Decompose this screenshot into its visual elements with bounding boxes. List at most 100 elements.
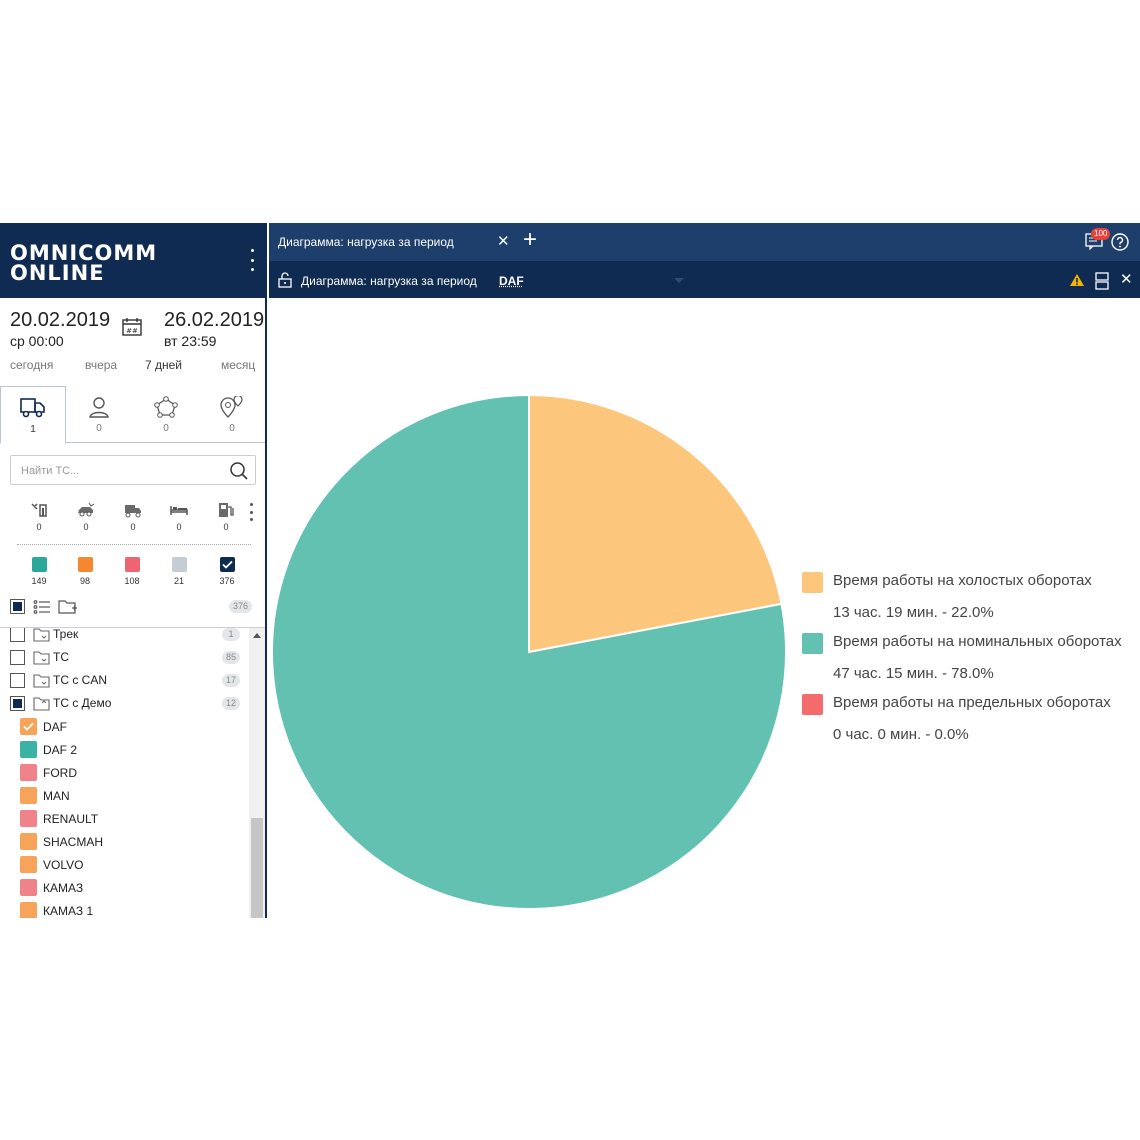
to-time[interactable]: вт 23:59 (164, 333, 217, 349)
list-total-count: 376 (228, 600, 252, 613)
calendar-icon[interactable]: ## (122, 318, 142, 336)
list-view-icon[interactable] (33, 599, 51, 615)
group-checkbox[interactable] (10, 650, 25, 665)
vehicle-row-renault[interactable]: RENAULT (0, 807, 248, 830)
filters-more-icon[interactable] (250, 503, 254, 521)
folder-icon[interactable] (33, 628, 50, 642)
svg-text:##: ## (126, 327, 138, 335)
preset-today[interactable]: сегодня (10, 358, 54, 372)
vehicle-row-man[interactable]: MAN (0, 784, 248, 807)
vehicle-row-ford[interactable]: FORD (0, 761, 248, 784)
vehicle-checkbox[interactable] (20, 787, 37, 804)
filter-loaded[interactable]: 0 (118, 502, 148, 532)
close-report-icon[interactable]: ✕ (1120, 271, 1133, 288)
vehicle-checkbox[interactable] (20, 833, 37, 850)
vehicle-row-kamaz[interactable]: КАМАЗ (0, 876, 248, 899)
vehicle-row-volvo[interactable]: VOLVO (0, 853, 248, 876)
group-row-track[interactable]: Трек 1 (0, 628, 248, 646)
vehicle-checkbox[interactable] (20, 810, 37, 827)
group-checkbox-partial[interactable] (10, 696, 25, 711)
tab-close-icon[interactable]: ✕ (497, 233, 510, 250)
unlock-icon[interactable] (278, 272, 292, 288)
group-label: Трек (53, 628, 79, 641)
group-count: 85 (221, 651, 240, 664)
tab-drivers[interactable]: 0 (66, 386, 132, 443)
scroll-up-arrow-icon[interactable] (253, 633, 261, 638)
geozone-icon (154, 396, 178, 418)
brand-header: OMNICOMM ONLINE (0, 223, 265, 298)
tab-locations[interactable]: 0 (199, 386, 265, 443)
legend-value: 13 час. 19 мин. - 22.0% (833, 604, 994, 621)
select-all-checkbox[interactable] (10, 599, 25, 614)
add-folder-icon[interactable] (58, 598, 78, 616)
legend-item-0[interactable]: Время работы на холостых оборотах 13 час.… (802, 568, 1132, 628)
chevron-down-icon[interactable] (674, 278, 684, 283)
vehicle-row-daf[interactable]: DAF (0, 715, 248, 738)
add-tab-icon[interactable]: + (523, 226, 538, 253)
vehicle-row-shacmah[interactable]: SHACMAH (0, 830, 248, 853)
preset-7-days[interactable]: 7 дней (145, 358, 183, 372)
filter-repair[interactable]: 0 (24, 502, 54, 532)
main-panel: Диаграмма: нагрузка за период ✕ + 100 Ди… (269, 223, 1140, 918)
tree-scrollbar[interactable] (249, 628, 265, 918)
vehicle-label: FORD (43, 766, 77, 780)
status-filter-nodata[interactable]: 21 (164, 557, 194, 586)
vehicle-checkbox[interactable] (20, 856, 37, 873)
report-object-selector[interactable]: DAF (499, 274, 524, 288)
folder-icon[interactable] (33, 673, 50, 688)
status-filter-offline[interactable]: 108 (117, 557, 147, 586)
warning-icon[interactable] (1069, 273, 1085, 287)
vehicle-checkbox[interactable] (20, 741, 37, 758)
vehicle-search (10, 455, 256, 485)
preset-month[interactable]: месяц (221, 358, 256, 372)
group-row-ts-can[interactable]: ТС с CAN 17 (0, 669, 248, 692)
to-date[interactable]: 26.02.2019 (164, 309, 265, 331)
scrollbar-thumb[interactable] (251, 818, 263, 918)
filter-fuel[interactable]: 0 (211, 502, 241, 532)
search-icon[interactable] (229, 461, 249, 481)
from-time[interactable]: ср 00:00 (10, 333, 64, 349)
status-filter-stopped[interactable]: 98 (70, 557, 100, 586)
folder-icon[interactable] (33, 696, 50, 711)
legend-item-1[interactable]: Время работы на номинальных оборотах 47 ч… (802, 629, 1132, 689)
from-date[interactable]: 20.02.2019 (10, 309, 111, 331)
vehicle-label: DAF 2 (43, 743, 78, 757)
tab-geozones[interactable]: 0 (133, 386, 199, 443)
legend-value: 47 час. 15 мин. - 78.0% (833, 665, 994, 682)
preset-yesterday[interactable]: вчера (85, 358, 118, 372)
vehicle-checkbox[interactable] (20, 879, 37, 896)
group-row-ts[interactable]: ТС 85 (0, 646, 248, 669)
legend-item-2[interactable]: Время работы на предельных оборотах 0 час… (802, 690, 1132, 750)
status-filter-all[interactable]: 376 (212, 557, 242, 586)
help-icon[interactable] (1111, 233, 1129, 251)
filter-rest[interactable]: 0 (164, 502, 194, 532)
vehicle-row-daf-2[interactable]: DAF 2 (0, 738, 248, 761)
layout-icon[interactable] (1095, 272, 1109, 290)
group-label: ТС с Демо (53, 696, 112, 710)
more-menu-icon[interactable] (245, 249, 259, 271)
status-swatch (31, 557, 47, 572)
vehicle-checkbox-checked[interactable] (20, 718, 37, 735)
folder-icon[interactable] (33, 650, 50, 665)
group-checkbox[interactable] (10, 673, 25, 688)
group-count: 12 (221, 697, 240, 710)
search-input[interactable] (21, 462, 221, 479)
vehicle-checkbox[interactable] (20, 902, 37, 918)
vehicle-row-kamaz-1[interactable]: КАМАЗ 1 (0, 899, 248, 918)
status-filter-moving[interactable]: 149 (24, 557, 54, 586)
vehicle-checkbox[interactable] (20, 764, 37, 781)
logo-line-1: OMNICOMM (10, 241, 158, 265)
vehicle-label: MAN (43, 789, 70, 803)
group-row-ts-demo[interactable]: ТС с Демо 12 (0, 692, 248, 715)
vehicles-count: 1 (30, 424, 36, 435)
group-checkbox[interactable] (10, 628, 25, 642)
tab-bar: Диаграмма: нагрузка за период ✕ + 100 (269, 223, 1140, 261)
pie-slice-0[interactable] (528, 393, 783, 654)
tab-diagram[interactable]: Диаграмма: нагрузка за период ✕ (269, 223, 517, 261)
report-title: Диаграмма: нагрузка за период (301, 274, 477, 288)
status-count: 98 (79, 576, 90, 586)
filter-rest-count: 0 (176, 522, 182, 532)
filter-accident[interactable]: 0 (71, 502, 101, 532)
tab-vehicles[interactable]: 1 (0, 386, 66, 444)
pie-slice-1[interactable] (271, 393, 787, 910)
